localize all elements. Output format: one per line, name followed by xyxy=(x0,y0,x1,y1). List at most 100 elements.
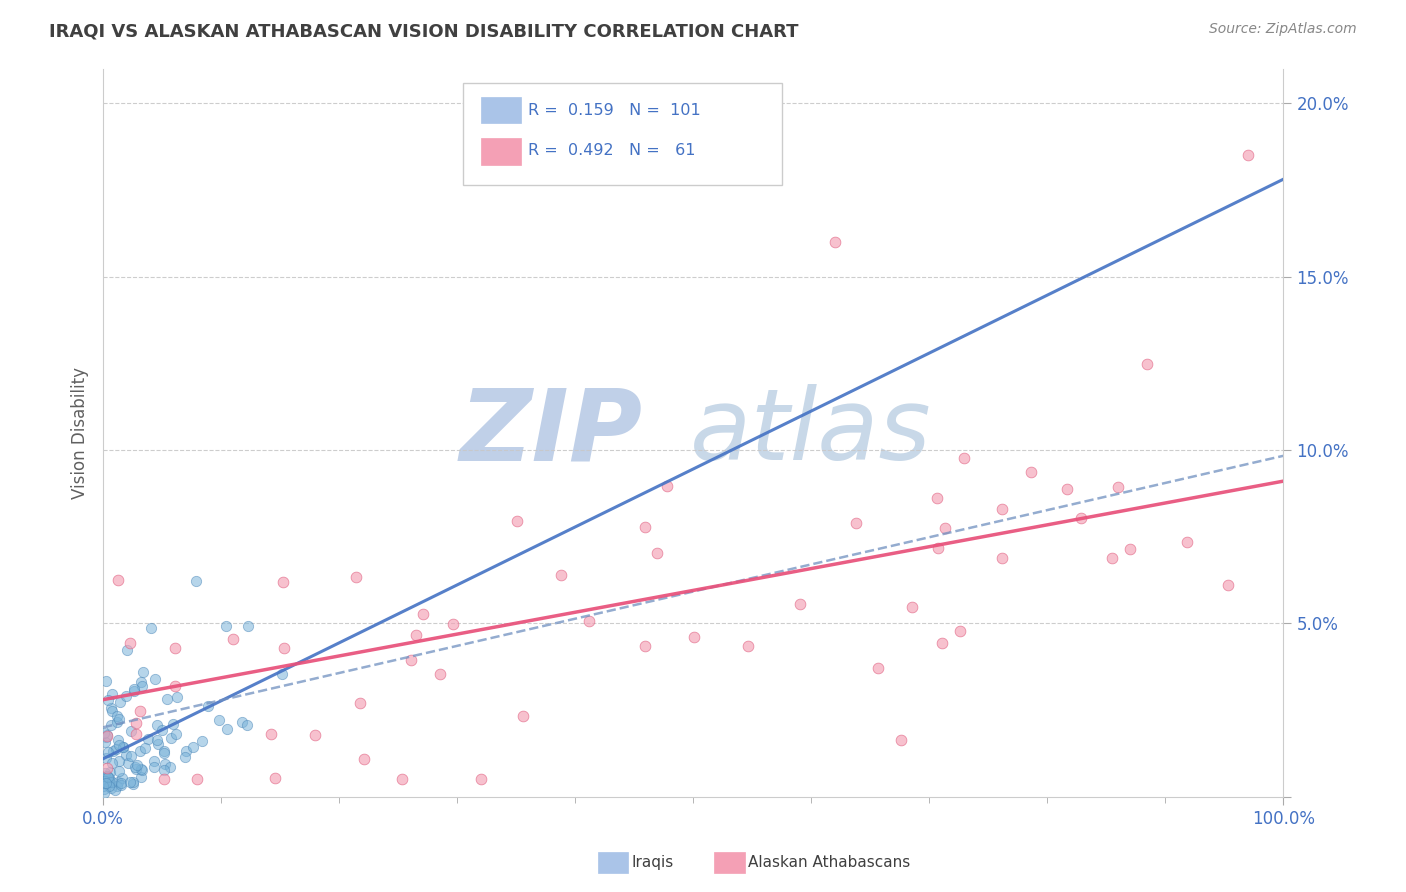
Point xyxy=(122,777,145,791)
FancyBboxPatch shape xyxy=(481,138,520,165)
Point xyxy=(118,774,141,789)
Point xyxy=(931,635,953,649)
Point xyxy=(1216,578,1239,592)
Point xyxy=(1056,482,1078,496)
Point xyxy=(125,763,148,777)
Point xyxy=(93,785,115,799)
Point xyxy=(273,641,295,656)
Point xyxy=(231,714,253,729)
Y-axis label: Vision Disability: Vision Disability xyxy=(72,367,89,499)
Point xyxy=(349,696,371,710)
Point xyxy=(197,699,219,714)
Text: IRAQI VS ALASKAN ATHABASCAN VISION DISABILITY CORRELATION CHART: IRAQI VS ALASKAN ATHABASCAN VISION DISAB… xyxy=(49,22,799,40)
Point xyxy=(655,478,678,492)
Point xyxy=(120,724,142,739)
Point xyxy=(153,744,176,758)
Point xyxy=(120,636,142,650)
Point xyxy=(96,769,118,783)
Point xyxy=(125,727,148,741)
Point xyxy=(174,744,197,758)
Point xyxy=(1019,465,1042,479)
Point xyxy=(949,624,972,638)
Text: ZIP: ZIP xyxy=(460,384,643,481)
Point xyxy=(108,712,131,726)
Point xyxy=(93,774,115,789)
Point xyxy=(97,693,120,707)
Point xyxy=(108,764,131,778)
Point xyxy=(441,616,464,631)
Point xyxy=(93,782,115,797)
Point xyxy=(165,641,187,656)
Point xyxy=(512,709,534,723)
Point xyxy=(156,692,179,706)
Point xyxy=(890,733,912,747)
Point xyxy=(108,696,131,710)
Text: Source: ZipAtlas.com: Source: ZipAtlas.com xyxy=(1209,22,1357,37)
Point xyxy=(96,761,118,775)
Point xyxy=(208,713,231,727)
Point xyxy=(153,764,176,778)
Point xyxy=(100,701,122,715)
Point xyxy=(100,781,122,796)
Point xyxy=(186,574,208,588)
Point xyxy=(271,667,294,681)
Point xyxy=(146,718,169,732)
Point xyxy=(105,742,128,756)
Point xyxy=(506,515,529,529)
Point xyxy=(578,614,600,628)
Point xyxy=(110,776,132,790)
Point xyxy=(127,758,149,772)
Point xyxy=(129,674,152,689)
Point xyxy=(97,745,120,759)
Point xyxy=(162,717,184,731)
Point xyxy=(98,764,121,779)
Point xyxy=(104,783,127,797)
Point xyxy=(94,735,117,749)
Point xyxy=(634,520,657,534)
Point xyxy=(98,779,121,793)
Point xyxy=(132,665,155,680)
Point xyxy=(136,731,159,746)
Point xyxy=(150,723,173,738)
Point xyxy=(134,740,156,755)
Point xyxy=(112,739,135,754)
Point xyxy=(117,756,139,770)
Point xyxy=(98,771,121,785)
Point xyxy=(96,751,118,765)
Point xyxy=(737,640,759,654)
Point xyxy=(100,687,122,701)
Point xyxy=(143,672,166,686)
Point xyxy=(153,757,176,772)
Point xyxy=(107,754,129,768)
Point xyxy=(683,630,706,644)
Point xyxy=(120,749,142,764)
Point xyxy=(129,744,152,758)
Point xyxy=(129,771,152,785)
Point xyxy=(96,729,118,743)
Point xyxy=(165,727,187,741)
Point xyxy=(166,690,188,704)
Point xyxy=(146,737,169,751)
Point xyxy=(399,653,422,667)
Point xyxy=(105,709,128,723)
Point xyxy=(97,775,120,789)
Point xyxy=(215,619,238,633)
Point xyxy=(160,731,183,745)
Point xyxy=(1177,534,1199,549)
Point xyxy=(146,733,169,747)
Text: Alaskan Athabascans: Alaskan Athabascans xyxy=(748,855,910,870)
Point xyxy=(344,570,367,584)
Point xyxy=(124,760,146,774)
Point xyxy=(789,597,811,611)
Point xyxy=(391,772,413,787)
Point xyxy=(97,770,120,784)
Point xyxy=(94,772,117,786)
Point xyxy=(153,747,176,761)
Point xyxy=(105,715,128,730)
Text: R =  0.159   N =  101: R = 0.159 N = 101 xyxy=(527,103,700,118)
Point xyxy=(111,739,134,754)
Point xyxy=(115,643,138,657)
Point xyxy=(1070,511,1092,525)
Point xyxy=(122,774,145,789)
Point xyxy=(634,639,657,653)
